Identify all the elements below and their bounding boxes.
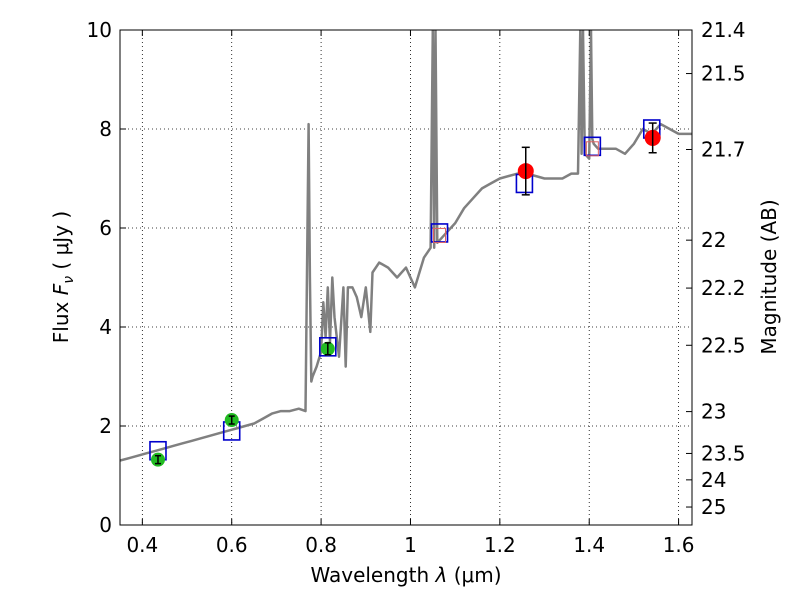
markers-layer	[149, 119, 661, 467]
mag-tick-label: 22.2	[701, 276, 746, 300]
y-tick-label: 8	[99, 117, 112, 141]
x-tick-label: 0.8	[305, 533, 337, 557]
y-tick-label: 2	[99, 414, 112, 438]
red-square-marker	[585, 141, 599, 157]
red-square-marker	[433, 227, 447, 243]
blue-square-marker	[318, 336, 337, 357]
x-tick-label: 1.4	[573, 533, 605, 557]
plot-area	[120, 30, 692, 525]
mag-tick-label: 23	[701, 400, 726, 424]
y-tick-label: 0	[99, 513, 112, 537]
y-tick-label: 6	[99, 216, 112, 240]
x-tick-label: 1.6	[663, 533, 695, 557]
y-tick-label: 4	[99, 315, 112, 339]
x-tick-label: 1	[404, 533, 417, 557]
x-tick-label: 0.6	[216, 533, 248, 557]
y-axis-label: Flux Fν ( μJy )	[49, 211, 77, 343]
mag-tick-label: 22.5	[701, 333, 746, 357]
grid	[120, 30, 692, 525]
x-tick-label: 0.4	[126, 533, 158, 557]
mag-tick-label: 23.5	[701, 441, 746, 465]
plot-frame	[119, 29, 693, 526]
x-axis-label: Wavelength λ (μm)	[310, 563, 501, 587]
y2-axis-label: Magnitude (AB)	[757, 199, 781, 354]
mag-tick-label: 24	[701, 468, 726, 492]
x-tick-label: 1.2	[484, 533, 516, 557]
mag-tick-label: 21.7	[701, 138, 746, 162]
mag-tick-label: 21.5	[701, 62, 746, 86]
mag-tick-label: 21.4	[701, 18, 746, 42]
mag-tick-label: 25	[701, 495, 726, 519]
y-tick-label: 10	[87, 18, 112, 42]
mag-tick-label: 22	[701, 228, 726, 252]
